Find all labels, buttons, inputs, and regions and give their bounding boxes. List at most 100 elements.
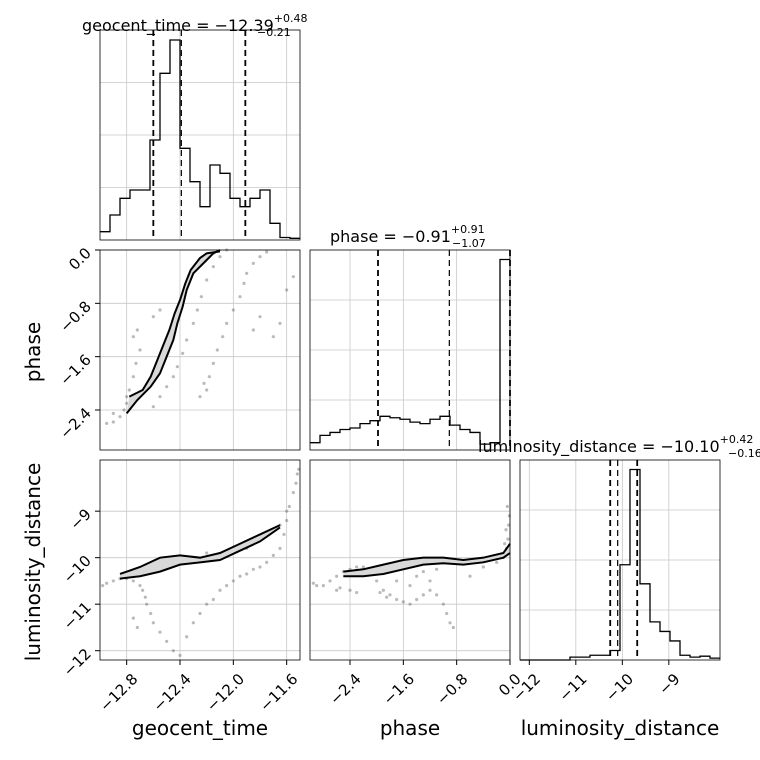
sample-point [131, 335, 135, 339]
sample-point [335, 574, 339, 578]
density-fill [126, 250, 220, 414]
y-tick-label-luminosity-distance: −10 [60, 552, 95, 587]
sample-point [415, 574, 419, 578]
y-tick-label-phase: −0.8 [56, 297, 94, 335]
sample-point [111, 411, 115, 415]
sample-point [445, 611, 449, 616]
sample-point [138, 583, 142, 588]
sample-point [421, 593, 425, 597]
sample-point [181, 351, 185, 355]
contour-line [343, 543, 511, 573]
sample-point [175, 365, 179, 369]
sample-point [145, 602, 149, 606]
label-layer: geocent_time phase luminosity_distance p… [21, 12, 760, 740]
sample-point [231, 308, 235, 312]
x-tick-label-geocent-time: −12.4 [150, 670, 195, 715]
sample-point [291, 275, 295, 279]
sample-point [191, 621, 195, 625]
sample-point [215, 348, 219, 352]
sample-point [395, 579, 399, 583]
data-layer [100, 30, 720, 661]
sample-point [205, 278, 209, 282]
contour-line [128, 250, 221, 398]
sample-point [135, 625, 139, 630]
sample-point [141, 588, 145, 592]
sample-point [378, 590, 382, 595]
sample-point [158, 395, 162, 399]
sample-point [122, 408, 126, 412]
sample-point [165, 639, 169, 643]
sample-point [195, 308, 199, 312]
density-fill [343, 543, 510, 577]
sample-point [408, 583, 412, 588]
sample-point [185, 338, 189, 342]
sample-point [218, 255, 222, 259]
title-phase: phase = −0.91+0.91 [330, 223, 485, 246]
sample-point [191, 321, 195, 325]
sample-point [285, 509, 289, 513]
sample-point [294, 481, 298, 485]
x-tick-label-geocent-time: −12.8 [96, 670, 141, 715]
y-tick-label-phase: −2.4 [56, 404, 94, 442]
x-tick-label-luminosity-distance: −9 [655, 670, 683, 698]
sample-point [507, 514, 511, 518]
sample-point [131, 616, 135, 620]
y-tick-label-phase: −1.6 [56, 351, 94, 389]
sample-point [198, 611, 202, 616]
panel-frame-geocent-time [99, 29, 301, 241]
sample-point [211, 361, 215, 365]
sample-point [205, 388, 209, 392]
title-phase-lower: −1.07 [452, 237, 486, 250]
y-tick-label-phase: 0.0 [65, 244, 95, 274]
panel-frame-luminosity-distance-vs-phase [309, 459, 511, 661]
sample-point [211, 265, 215, 269]
sample-point [185, 635, 189, 639]
title-luminosity-distance: luminosity_distance = −10.10+0.42 [478, 433, 753, 457]
sample-point [348, 588, 352, 592]
sample-point [225, 321, 229, 325]
sample-point [245, 572, 249, 576]
sample-point [199, 295, 203, 299]
sample-point [171, 649, 175, 653]
sample-point [506, 537, 510, 541]
sample-point [338, 586, 342, 590]
sample-point [198, 395, 202, 399]
sample-point [225, 583, 229, 588]
x-tick-label-phase: −2.4 [326, 670, 364, 708]
sample-point [134, 361, 138, 365]
sample-point [251, 261, 255, 265]
sample-point [207, 375, 211, 379]
sample-point [504, 528, 508, 532]
sample-point [285, 288, 289, 292]
sample-point [388, 593, 392, 597]
sample-point [285, 518, 289, 523]
sample-point [315, 583, 319, 588]
xlabel-geocent-time: geocent_time [132, 716, 268, 740]
sample-point [435, 567, 439, 571]
sample-point [321, 583, 325, 588]
sample-point [507, 523, 511, 527]
sample-point [165, 385, 169, 389]
sample-point [125, 401, 129, 405]
sample-point [428, 579, 432, 583]
sample-point [218, 588, 222, 592]
sample-point [127, 388, 131, 392]
sample-point [105, 421, 109, 425]
x-tick-label-luminosity-distance: −11 [555, 670, 590, 705]
contour-line [119, 526, 281, 580]
sample-point [231, 579, 235, 583]
density-fill [120, 525, 280, 579]
panel-frame-luminosity-distance [519, 459, 721, 661]
sample-point [481, 565, 485, 569]
x-tick-label-geocent-time: −11.6 [256, 670, 301, 715]
sample-point [415, 597, 419, 602]
sample-point [151, 405, 155, 409]
sample-point [265, 560, 269, 564]
sample-point [131, 375, 135, 379]
sample-point [375, 579, 379, 583]
sample-point [282, 532, 286, 537]
sample-point [271, 335, 275, 339]
sample-point [118, 415, 122, 419]
sample-point [297, 467, 301, 471]
